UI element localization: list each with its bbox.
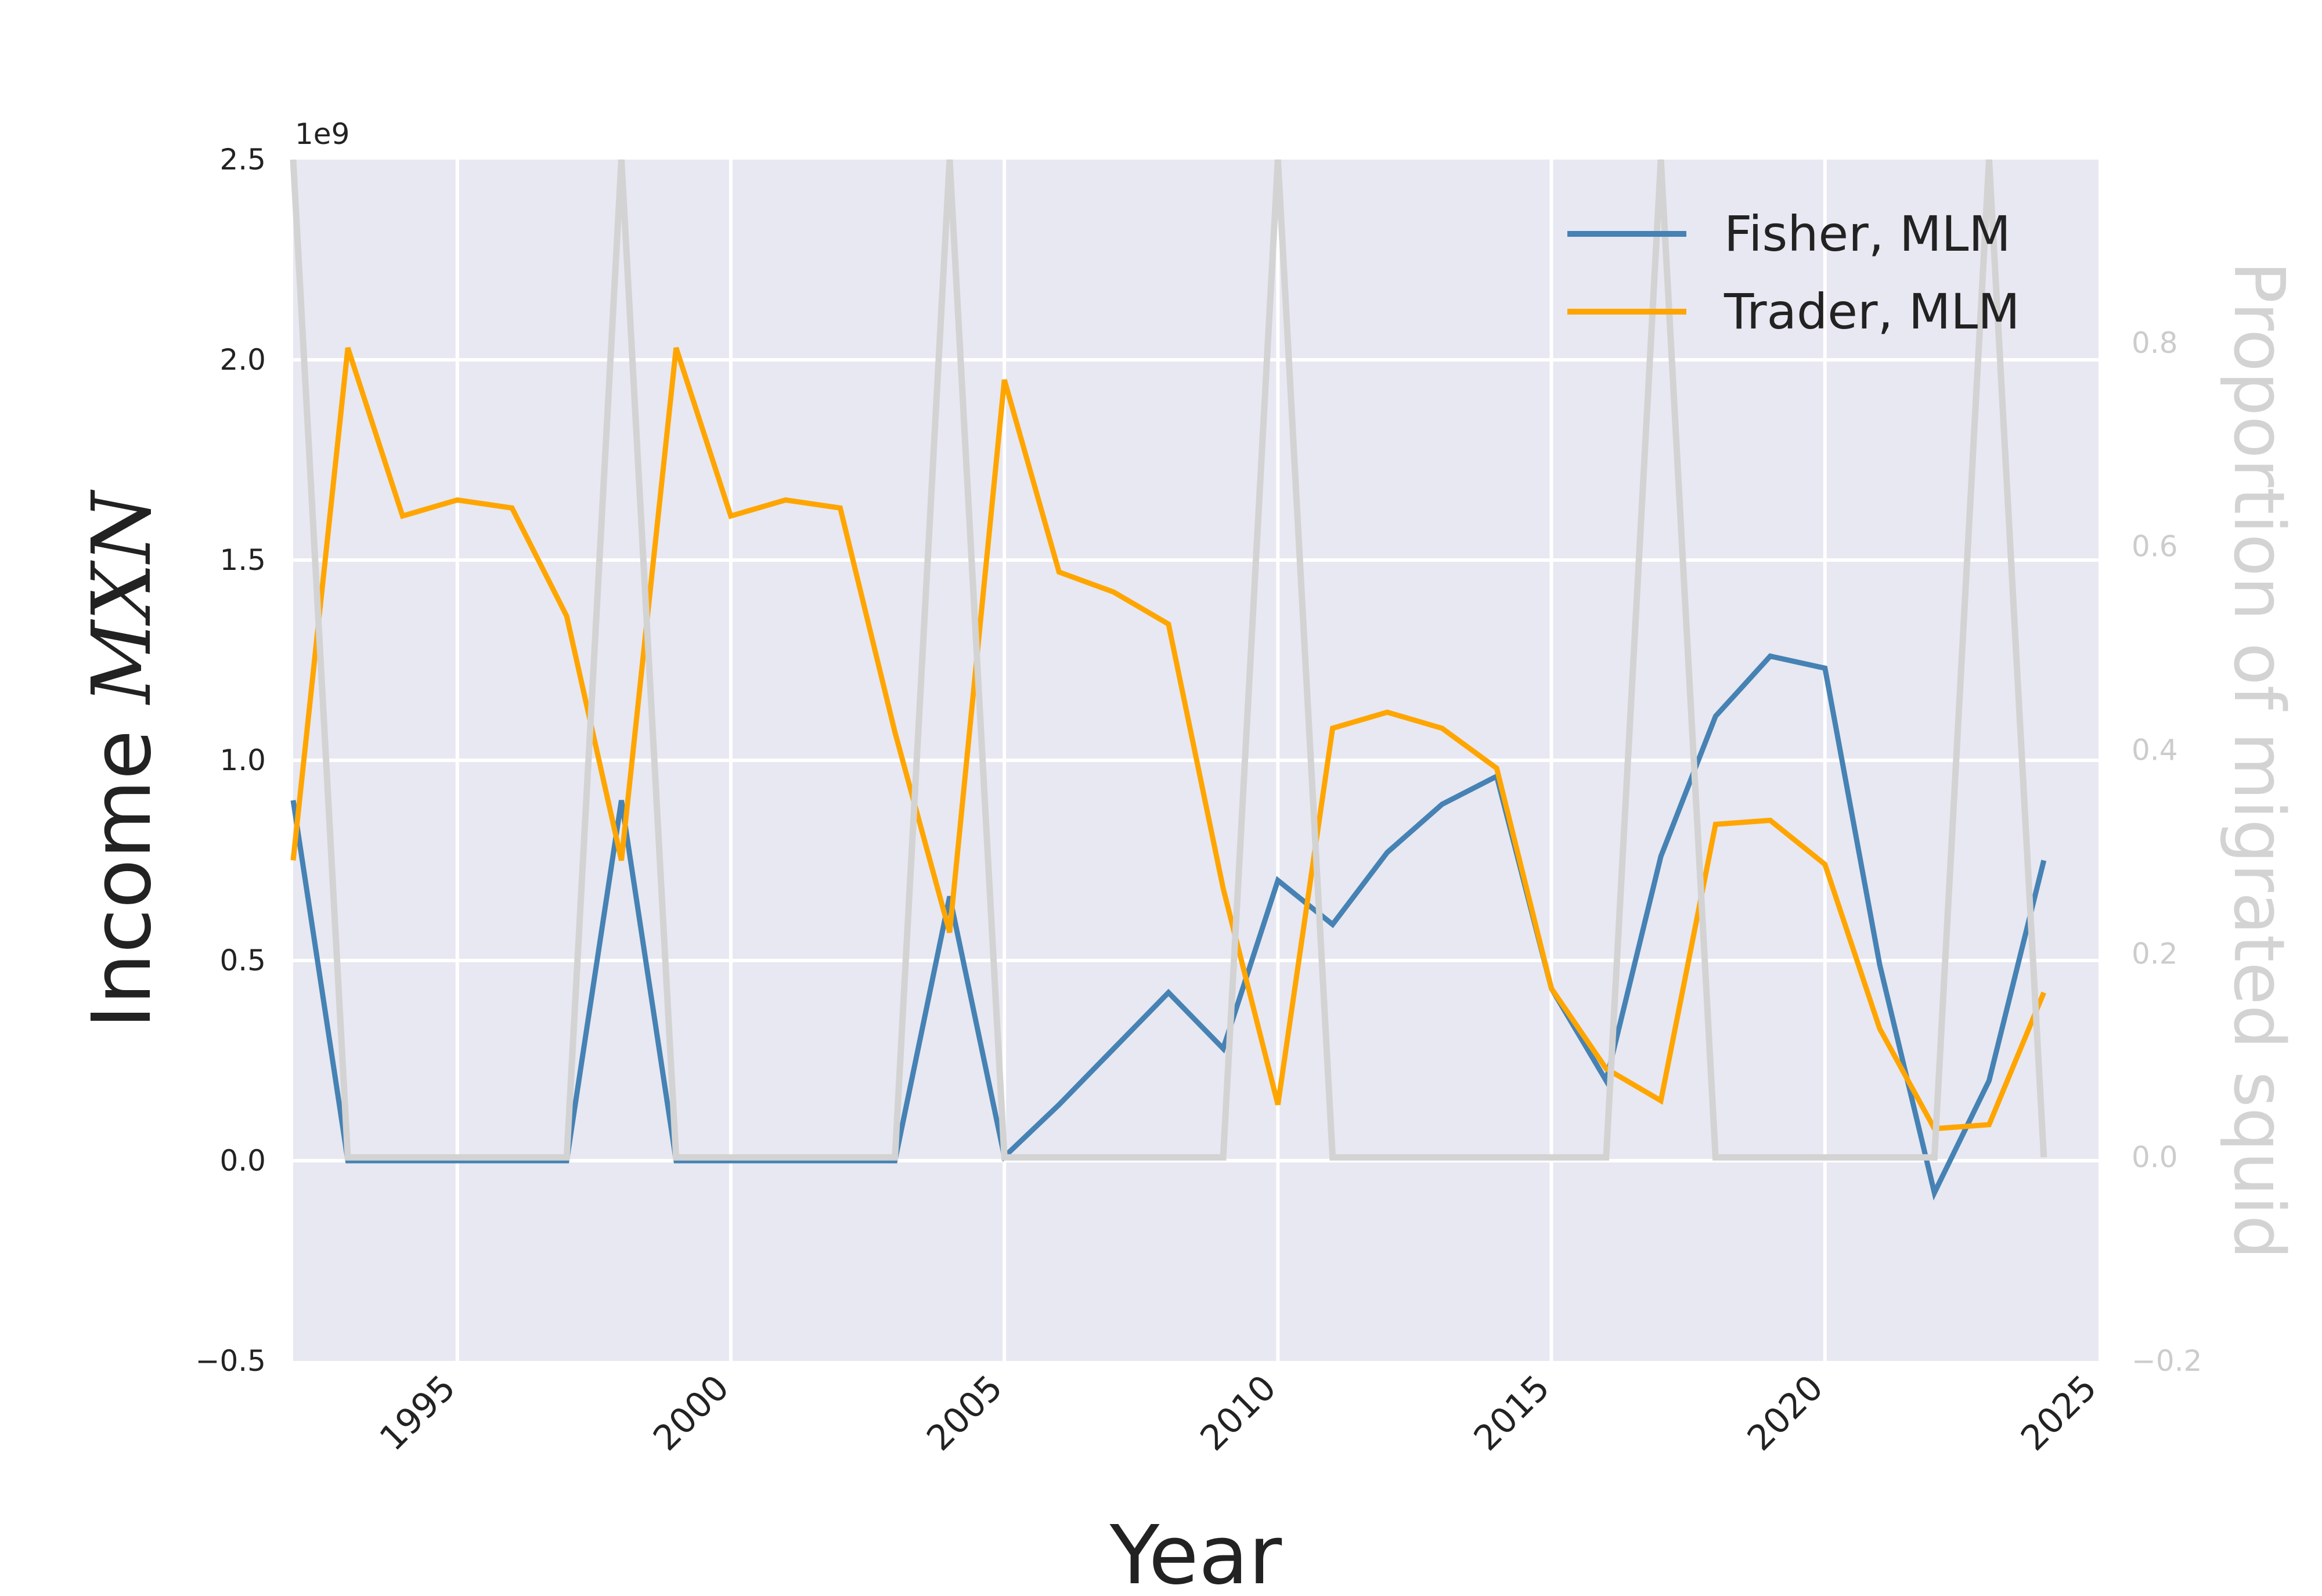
x-tick-label: 2000 [646,1367,737,1458]
x-ticks: 1995 2000 2005 2010 2015 2020 2025 [372,1367,2105,1458]
y-left-tick-label: −0.5 [196,1344,266,1378]
x-tick-label: 2025 [2013,1367,2104,1458]
y-left-tick-label: 2.5 [219,143,266,176]
x-tick-label: 2010 [1192,1367,1283,1458]
series-line-fisher [290,653,2047,1201]
y-right-tick-label: 0.2 [2132,937,2178,970]
x-tick-label: 2005 [919,1367,1010,1458]
y-left-tick-label: 2.0 [219,343,266,377]
offset-label: 1e9 [295,117,349,151]
x-axis-label: Year [1109,1508,1282,1596]
y-right-axis-label: Proportion of migrated squid [2218,261,2299,1259]
y-right-tick-label: 0.8 [2132,326,2178,360]
y-right-tick-label: 0.6 [2132,530,2178,564]
x-tick-label: 1995 [372,1367,463,1458]
y-right-tick-label: −0.2 [2132,1344,2202,1378]
y-left-axis-label: Income MXN [75,489,170,1029]
y-left-tick-label: 0.5 [219,944,266,977]
y-left-axis-label-math: MXN [75,489,170,706]
y-left-axis-label-text: Income [75,704,170,1029]
y-left-tick-label: 0.0 [219,1144,266,1178]
x-tick-label: 2020 [1740,1367,1831,1458]
legend-label-trader: Trader, MLM [1724,283,2020,340]
y-left-ticks: −0.5 0.0 0.5 1.0 1.5 2.0 2.5 [196,143,266,1378]
series-line-migrated-squid [290,159,2047,1161]
legend-label-fisher: Fisher, MLM [1724,205,2011,262]
series-layer [290,159,2047,1201]
legend: Fisher, MLM Trader, MLM [1567,205,2020,340]
series-line-trader [290,346,2046,1132]
x-tick-label: 2015 [1466,1367,1557,1458]
grid [293,160,2099,1361]
y-right-tick-label: 0.0 [2132,1140,2178,1174]
y-left-tick-label: 1.0 [219,743,266,777]
y-right-ticks: −0.2 0.0 0.2 0.4 0.6 0.8 [2132,326,2202,1378]
y-left-tick-label: 1.5 [219,543,266,577]
y-right-tick-label: 0.4 [2132,733,2178,767]
